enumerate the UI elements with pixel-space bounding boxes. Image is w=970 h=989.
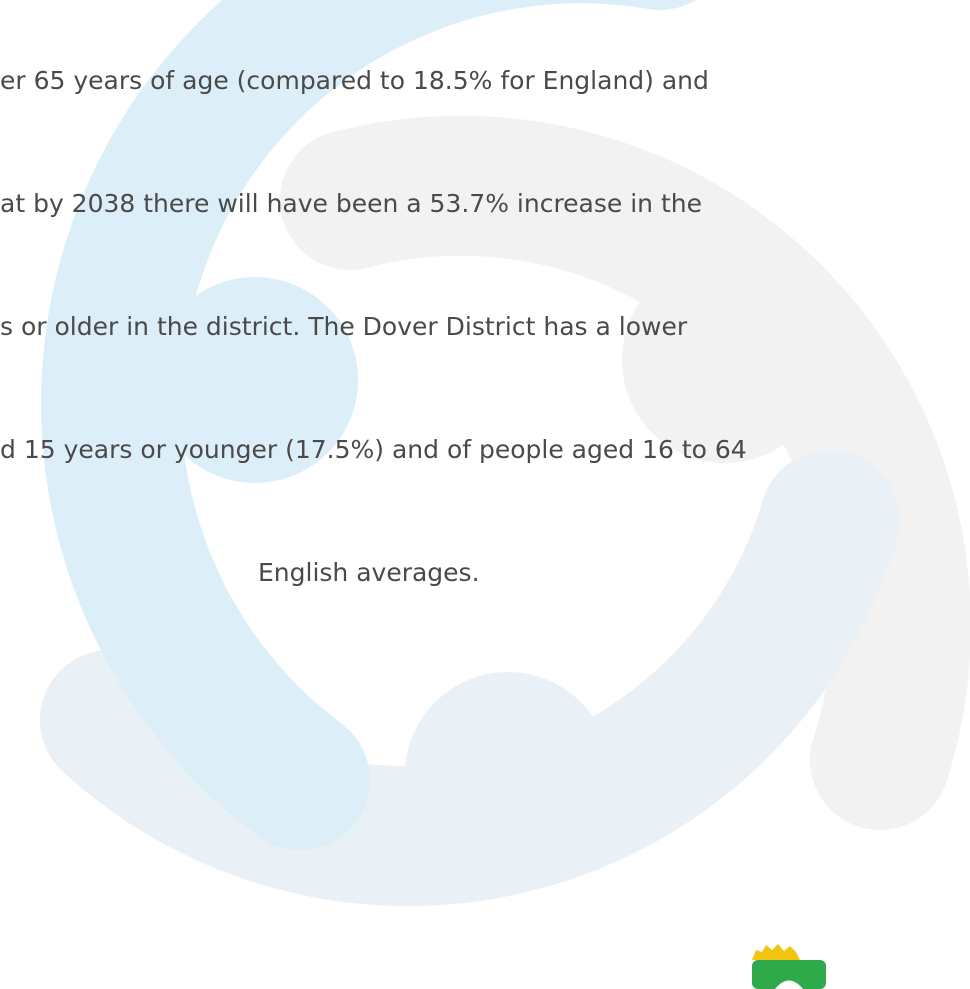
page: er 65 years of age (compared to 18.5% fo… bbox=[0, 0, 970, 989]
text-line: d 15 years or younger (17.5%) and of peo… bbox=[0, 429, 747, 470]
text-line: s or older in the district. The Dover Di… bbox=[0, 306, 747, 347]
text-line: er 65 years of age (compared to 18.5% fo… bbox=[0, 60, 747, 101]
text-line: English averages. bbox=[0, 552, 747, 593]
text-line: at by 2038 there will have been a 53.7% … bbox=[0, 183, 747, 224]
body-text: er 65 years of age (compared to 18.5% fo… bbox=[0, 0, 747, 634]
logo bbox=[752, 944, 826, 989]
head-bottom bbox=[405, 672, 611, 878]
